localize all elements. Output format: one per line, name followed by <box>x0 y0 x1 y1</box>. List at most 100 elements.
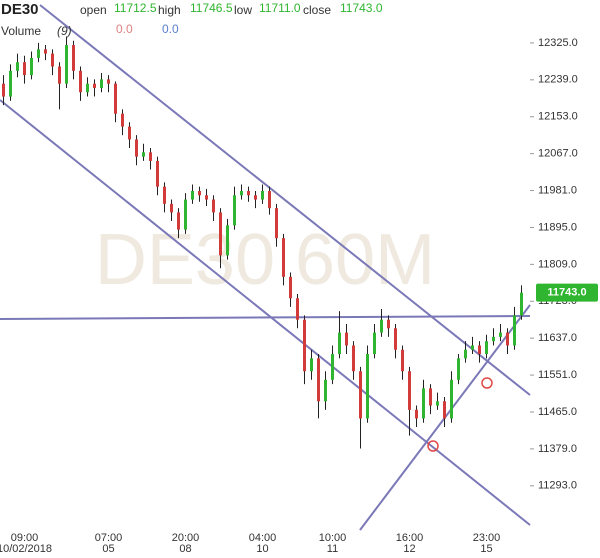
marker-circle <box>481 377 493 389</box>
volume-period: (9) <box>57 24 72 38</box>
high-value: 11746.5 <box>190 1 233 15</box>
candle-body <box>317 358 320 402</box>
y-tick-label: 11379.0 <box>538 443 577 455</box>
candle-body <box>289 276 292 299</box>
x-tick-label: 23:00 <box>473 532 501 544</box>
candle-body <box>422 388 425 419</box>
candle-body <box>338 332 341 355</box>
y-tick-label: 12153.0 <box>538 111 578 123</box>
candle-body <box>352 345 355 372</box>
candle-body <box>107 79 110 84</box>
candle-body <box>275 208 278 239</box>
x-tick-date: 12 <box>403 543 415 555</box>
y-tick-label: 11551.0 <box>538 369 577 381</box>
candle-body <box>44 49 47 54</box>
candle-body <box>121 113 124 127</box>
y-tick-label: 11895.0 <box>538 221 577 233</box>
close-label: close <box>303 3 331 17</box>
volume-value: 0.0 <box>162 22 179 36</box>
x-tick-date: 15 <box>480 543 492 555</box>
candle-body <box>366 354 369 419</box>
candle-body <box>16 62 19 71</box>
last-price-box <box>536 283 598 302</box>
candle-body <box>282 238 285 277</box>
candle-body <box>184 199 187 230</box>
candle-body <box>65 45 68 84</box>
candle-body <box>408 371 411 410</box>
candle-body <box>100 79 103 88</box>
candle-body <box>212 199 215 213</box>
candle-body <box>513 315 516 346</box>
candle-body <box>198 190 201 196</box>
candle-body <box>114 83 117 114</box>
high-label: high <box>158 3 181 17</box>
trend-line <box>0 99 531 526</box>
x-tick-label: 09:00 <box>11 532 39 544</box>
candle-body <box>72 45 75 71</box>
candle-body <box>380 319 383 333</box>
low-value: 11711.0 <box>259 1 301 15</box>
candle-body <box>30 57 33 76</box>
x-tick-date: 11 <box>327 543 338 555</box>
candle-body <box>128 126 131 140</box>
candle-body <box>457 358 460 380</box>
candle-body <box>359 371 362 419</box>
candle-body <box>156 160 159 187</box>
candle-body <box>142 152 145 157</box>
candle-body <box>450 379 453 419</box>
candle-body <box>58 66 61 84</box>
candle-body <box>415 409 418 419</box>
candle-body <box>345 332 348 346</box>
candle-body <box>79 70 82 93</box>
candle-body <box>464 349 467 359</box>
y-tick-label: 11809.0 <box>538 258 577 270</box>
symbol: DE30 <box>1 1 39 18</box>
y-tick-label: 11637.0 <box>538 332 577 344</box>
candle-body <box>471 345 474 350</box>
candle-body <box>86 83 89 93</box>
candle-body <box>310 358 313 372</box>
x-tick-label: 04:00 <box>249 532 277 544</box>
candle-body <box>247 190 250 196</box>
candle-body <box>303 319 306 372</box>
candle-body <box>268 190 271 209</box>
candle-body <box>240 190 243 196</box>
candle-body <box>170 203 173 213</box>
candle-body <box>93 83 96 88</box>
x-tick-label: 10:00 <box>319 532 347 544</box>
x-tick-date: 10 <box>256 543 268 555</box>
y-tick-label: 11465.0 <box>538 406 577 418</box>
candle-body <box>324 379 327 402</box>
candle-body <box>520 292 523 316</box>
trend-line <box>39 4 531 396</box>
candle-body <box>205 195 208 200</box>
x-tick-label: 16:00 <box>396 532 424 544</box>
candle-body <box>163 186 166 204</box>
candle-body <box>226 225 229 256</box>
trend-line <box>0 315 531 320</box>
candle-body <box>478 345 481 355</box>
candle-body <box>149 152 152 161</box>
y-tick-label: 12239.0 <box>538 74 578 86</box>
candle-body <box>401 349 404 372</box>
candle-body <box>485 341 488 355</box>
candle-body <box>191 190 194 200</box>
candle-body <box>429 388 432 406</box>
x-tick-date: 10/02/2018 <box>0 543 52 555</box>
open-value: 11712.5 <box>114 1 157 15</box>
x-tick-label: 20:00 <box>172 532 200 544</box>
candle-body <box>296 298 299 320</box>
candle-body <box>177 212 180 230</box>
candle-body <box>254 195 257 200</box>
candle-body <box>506 332 509 346</box>
low-label: low <box>234 3 252 17</box>
candle-body <box>261 190 264 200</box>
candle-body <box>51 53 54 67</box>
y-tick-label: 11981.0 <box>538 184 577 196</box>
candle-body <box>387 319 390 329</box>
candle-body <box>394 328 397 350</box>
y-tick-label: 12067.0 <box>538 148 578 160</box>
candles <box>2 36 523 449</box>
watermark: DE30 60M <box>95 220 435 300</box>
